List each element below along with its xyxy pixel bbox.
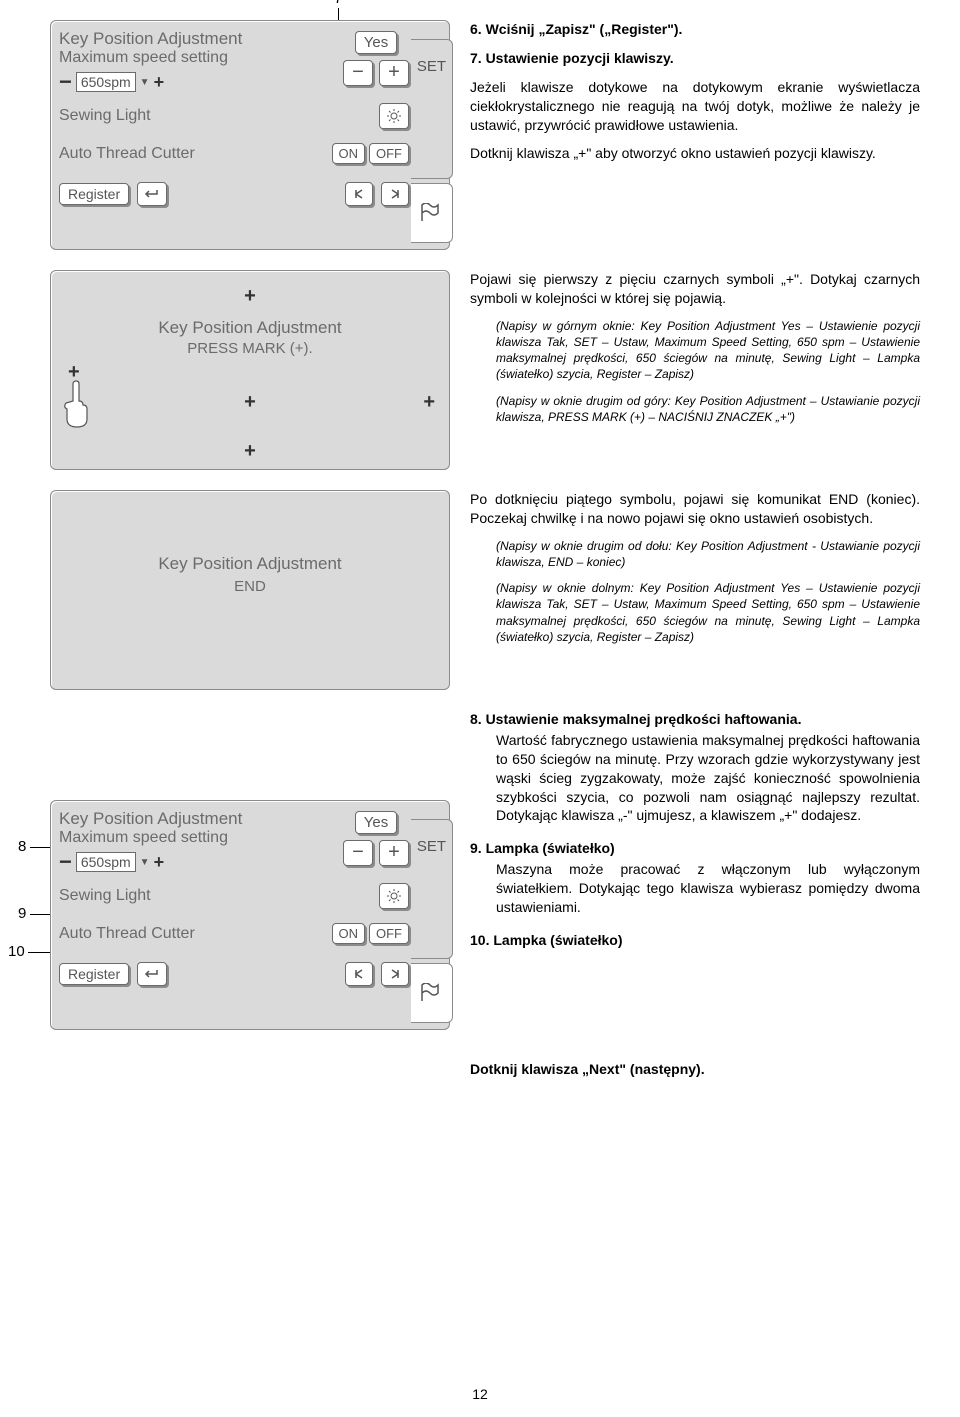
light-button-4[interactable] xyxy=(379,883,409,909)
step-8-title: 8. Ustawienie maksymalnej prędkości haft… xyxy=(470,711,801,727)
register-button[interactable]: Register xyxy=(59,183,129,205)
set-tab[interactable]: SET xyxy=(411,39,453,179)
max-speed-label-4: Maximum speed setting xyxy=(59,829,242,847)
callout-8: 8 xyxy=(18,838,26,855)
step-8-body: Wartość fabrycznego ustawienia maksymaln… xyxy=(470,731,920,825)
on-button[interactable]: ON xyxy=(332,143,366,164)
prev-button-4[interactable] xyxy=(345,962,373,986)
r1-p2: Dotknij klawisza „+" aby otworzyć okno u… xyxy=(470,144,920,163)
finger-icon: + xyxy=(61,379,91,429)
return-button-4[interactable] xyxy=(137,962,167,986)
return-button[interactable] xyxy=(137,182,167,206)
step-6: 6. Wciśnij „Zapisz" („Register"). xyxy=(470,20,920,39)
settings-screen-1: SET Key Position Adjustment Maximum spee… xyxy=(50,20,450,250)
set-tab-4[interactable]: SET xyxy=(411,819,453,959)
flag-tab[interactable] xyxy=(411,183,453,243)
step-10-title: 10. Lampka (światełko) xyxy=(470,931,920,950)
kpa-title: Key Position Adjustment xyxy=(59,29,242,49)
next-button-4[interactable] xyxy=(381,962,409,986)
plus-button-4[interactable]: + xyxy=(379,840,409,866)
r2-p1: Pojawi się pierwszy z pięciu czarnych sy… xyxy=(470,270,920,308)
callout-10: 10 xyxy=(8,943,25,960)
plus-top: + xyxy=(59,285,441,308)
auto-thread-label: Auto Thread Cutter xyxy=(59,145,195,163)
next-button[interactable] xyxy=(381,182,409,206)
plus-center: + xyxy=(244,391,256,414)
flag-tab-4[interactable] xyxy=(411,963,453,1023)
r3-note1: (Napisy w oknie drugim od dołu: Key Posi… xyxy=(470,538,920,570)
r1-p1: Jeżeli klawisze dotykowe na dotykowym ek… xyxy=(470,78,920,135)
sewing-light-label-4: Sewing Light xyxy=(59,887,151,905)
kpa-title-3: Key Position Adjustment xyxy=(59,554,441,574)
settings-screen-4: SET Key Position Adjustment Maximum spee… xyxy=(50,800,450,1030)
r3-p1: Po dotknięciu piątego symbolu, pojawi si… xyxy=(470,490,920,528)
callout-7: 7 xyxy=(334,0,342,7)
step-9-title: 9. Lampka (światełko) xyxy=(470,840,615,856)
end-screen: Key Position Adjustment END xyxy=(50,490,450,690)
minus-button-4[interactable]: − xyxy=(343,840,373,866)
off-button[interactable]: OFF xyxy=(369,143,409,164)
off-button-4[interactable]: OFF xyxy=(369,923,409,944)
press-mark-text: PRESS MARK (+). xyxy=(59,340,441,357)
yes-button[interactable]: Yes xyxy=(355,31,397,54)
auto-thread-label-4: Auto Thread Cutter xyxy=(59,925,195,943)
end-text: END xyxy=(59,578,441,595)
page-number: 12 xyxy=(472,1386,488,1402)
callout-9: 9 xyxy=(18,905,26,922)
sewing-light-label: Sewing Light xyxy=(59,107,151,125)
kpa-title-2: Key Position Adjustment xyxy=(59,318,441,338)
register-button-4[interactable]: Register xyxy=(59,963,129,985)
r3-note2: (Napisy w oknie dolnym: Key Position Adj… xyxy=(470,580,920,645)
minus-button[interactable]: − xyxy=(343,60,373,86)
step-9-body: Maszyna może pracować z włączonym lub wy… xyxy=(470,860,920,917)
plus-bottom: + xyxy=(244,440,256,463)
on-button-4[interactable]: ON xyxy=(332,923,366,944)
kpa-title-4: Key Position Adjustment xyxy=(59,809,242,829)
footer-text: Dotknij klawisza „Next" (następny). xyxy=(470,1060,920,1079)
max-speed-label: Maximum speed setting xyxy=(59,49,242,67)
speed-value: 650spm xyxy=(76,72,136,92)
plus-button[interactable]: + xyxy=(379,60,409,86)
r2-note1: (Napisy w górnym oknie: Key Position Adj… xyxy=(470,318,920,383)
prev-button[interactable] xyxy=(345,182,373,206)
speed-value-4: 650spm xyxy=(76,852,136,872)
press-mark-screen: + Key Position Adjustment PRESS MARK (+)… xyxy=(50,270,450,470)
step-7: 7. Ustawienie pozycji klawiszy. xyxy=(470,49,920,68)
plus-right: + xyxy=(423,391,435,414)
yes-button-4[interactable]: Yes xyxy=(355,811,397,834)
r2-note2: (Napisy w oknie drugim od góry: Key Posi… xyxy=(470,393,920,425)
light-button[interactable] xyxy=(379,103,409,129)
